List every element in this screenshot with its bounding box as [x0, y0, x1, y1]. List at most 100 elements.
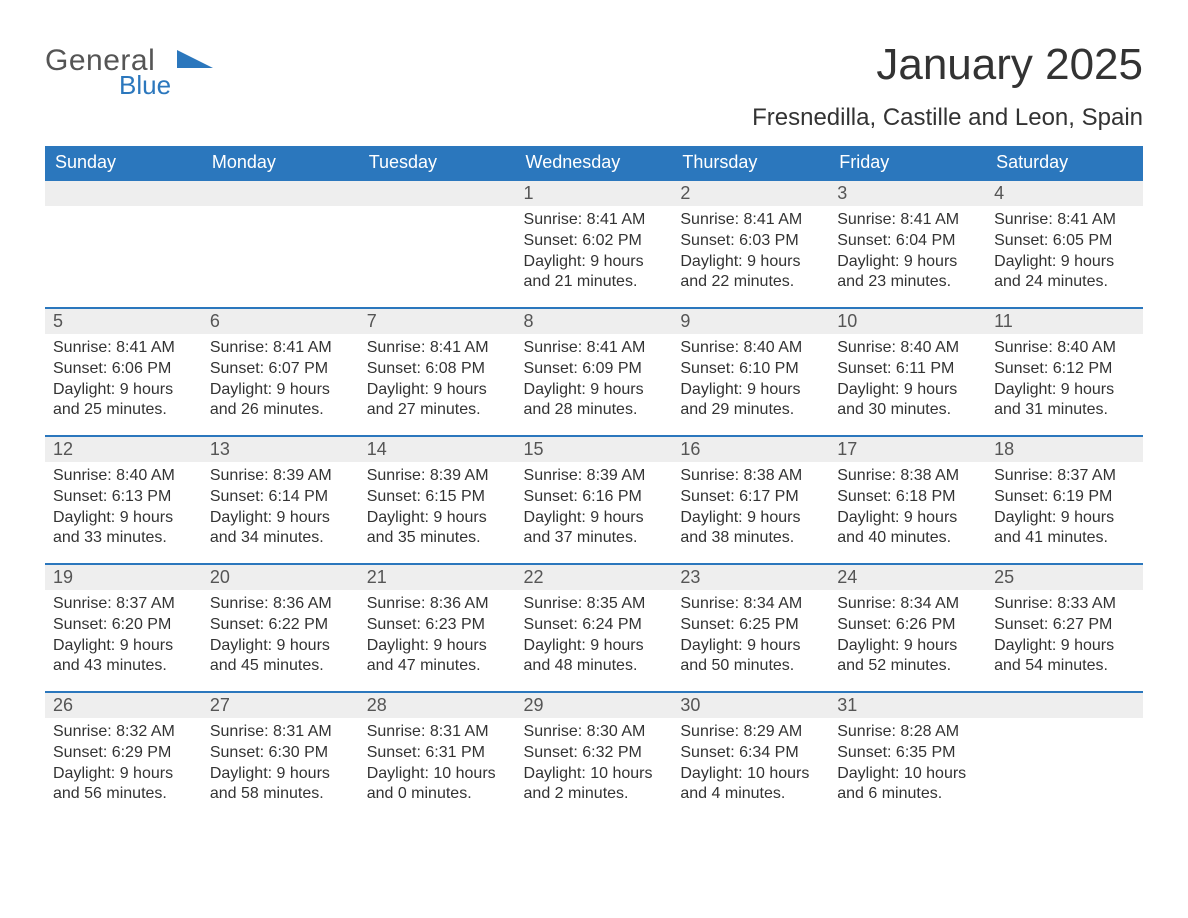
- day-number: 12: [45, 437, 202, 462]
- day-number: 4: [986, 181, 1143, 206]
- sunrise-text: Sunrise: 8:35 AM: [524, 594, 665, 615]
- day-number-empty: [359, 181, 516, 206]
- day-body: Sunrise: 8:41 AMSunset: 6:03 PMDaylight:…: [672, 206, 829, 303]
- day-number: 14: [359, 437, 516, 462]
- weekday-header: Friday: [829, 146, 986, 180]
- daylight-text: Daylight: 9 hours and 40 minutes.: [837, 508, 978, 550]
- calendar-week-row: 5Sunrise: 8:41 AMSunset: 6:06 PMDaylight…: [45, 308, 1143, 436]
- sunset-text: Sunset: 6:07 PM: [210, 359, 351, 380]
- daylight-text: Daylight: 10 hours and 6 minutes.: [837, 764, 978, 806]
- calendar-day-cell: 9Sunrise: 8:40 AMSunset: 6:10 PMDaylight…: [672, 308, 829, 436]
- daylight-text: Daylight: 9 hours and 26 minutes.: [210, 380, 351, 422]
- day-number: 23: [672, 565, 829, 590]
- sunrise-text: Sunrise: 8:41 AM: [680, 210, 821, 231]
- daylight-text: Daylight: 9 hours and 54 minutes.: [994, 636, 1135, 678]
- sunset-text: Sunset: 6:20 PM: [53, 615, 194, 636]
- daylight-text: Daylight: 9 hours and 33 minutes.: [53, 508, 194, 550]
- daylight-text: Daylight: 9 hours and 43 minutes.: [53, 636, 194, 678]
- calendar-table: SundayMondayTuesdayWednesdayThursdayFrid…: [45, 146, 1143, 820]
- daylight-text: Daylight: 9 hours and 28 minutes.: [524, 380, 665, 422]
- calendar-day-cell: 17Sunrise: 8:38 AMSunset: 6:18 PMDayligh…: [829, 436, 986, 564]
- day-number: 7: [359, 309, 516, 334]
- day-number: 2: [672, 181, 829, 206]
- day-body: Sunrise: 8:37 AMSunset: 6:19 PMDaylight:…: [986, 462, 1143, 559]
- calendar-empty-cell: [986, 692, 1143, 820]
- sunset-text: Sunset: 6:18 PM: [837, 487, 978, 508]
- daylight-text: Daylight: 9 hours and 41 minutes.: [994, 508, 1135, 550]
- sunrise-text: Sunrise: 8:28 AM: [837, 722, 978, 743]
- calendar-day-cell: 27Sunrise: 8:31 AMSunset: 6:30 PMDayligh…: [202, 692, 359, 820]
- day-body: Sunrise: 8:41 AMSunset: 6:09 PMDaylight:…: [516, 334, 673, 431]
- title-block: January 2025 Fresnedilla, Castille and L…: [752, 40, 1143, 140]
- day-number-empty: [45, 181, 202, 206]
- sunset-text: Sunset: 6:22 PM: [210, 615, 351, 636]
- day-number: 9: [672, 309, 829, 334]
- day-body: Sunrise: 8:37 AMSunset: 6:20 PMDaylight:…: [45, 590, 202, 687]
- day-number: 13: [202, 437, 359, 462]
- day-body: Sunrise: 8:41 AMSunset: 6:04 PMDaylight:…: [829, 206, 986, 303]
- day-body: Sunrise: 8:41 AMSunset: 6:07 PMDaylight:…: [202, 334, 359, 431]
- calendar-week-row: 19Sunrise: 8:37 AMSunset: 6:20 PMDayligh…: [45, 564, 1143, 692]
- sunrise-text: Sunrise: 8:32 AM: [53, 722, 194, 743]
- sunset-text: Sunset: 6:13 PM: [53, 487, 194, 508]
- day-number: 24: [829, 565, 986, 590]
- daylight-text: Daylight: 9 hours and 38 minutes.: [680, 508, 821, 550]
- weekday-header: Saturday: [986, 146, 1143, 180]
- sunrise-text: Sunrise: 8:41 AM: [524, 210, 665, 231]
- daylight-text: Daylight: 9 hours and 31 minutes.: [994, 380, 1135, 422]
- calendar-week-row: 12Sunrise: 8:40 AMSunset: 6:13 PMDayligh…: [45, 436, 1143, 564]
- calendar-day-cell: 15Sunrise: 8:39 AMSunset: 6:16 PMDayligh…: [516, 436, 673, 564]
- weekday-header: Monday: [202, 146, 359, 180]
- day-body: Sunrise: 8:33 AMSunset: 6:27 PMDaylight:…: [986, 590, 1143, 687]
- day-number: 18: [986, 437, 1143, 462]
- daylight-text: Daylight: 9 hours and 50 minutes.: [680, 636, 821, 678]
- day-body: Sunrise: 8:40 AMSunset: 6:13 PMDaylight:…: [45, 462, 202, 559]
- calendar-day-cell: 28Sunrise: 8:31 AMSunset: 6:31 PMDayligh…: [359, 692, 516, 820]
- day-number: 27: [202, 693, 359, 718]
- daylight-text: Daylight: 9 hours and 25 minutes.: [53, 380, 194, 422]
- sunset-text: Sunset: 6:14 PM: [210, 487, 351, 508]
- sunrise-text: Sunrise: 8:41 AM: [994, 210, 1135, 231]
- sunset-text: Sunset: 6:23 PM: [367, 615, 508, 636]
- day-number: 15: [516, 437, 673, 462]
- calendar-day-cell: 29Sunrise: 8:30 AMSunset: 6:32 PMDayligh…: [516, 692, 673, 820]
- calendar-day-cell: 2Sunrise: 8:41 AMSunset: 6:03 PMDaylight…: [672, 180, 829, 308]
- calendar-day-cell: 12Sunrise: 8:40 AMSunset: 6:13 PMDayligh…: [45, 436, 202, 564]
- daylight-text: Daylight: 9 hours and 37 minutes.: [524, 508, 665, 550]
- calendar-day-cell: 21Sunrise: 8:36 AMSunset: 6:23 PMDayligh…: [359, 564, 516, 692]
- weekday-header: Wednesday: [516, 146, 673, 180]
- weekday-header: Thursday: [672, 146, 829, 180]
- day-number: 29: [516, 693, 673, 718]
- calendar-day-cell: 22Sunrise: 8:35 AMSunset: 6:24 PMDayligh…: [516, 564, 673, 692]
- sunrise-text: Sunrise: 8:30 AM: [524, 722, 665, 743]
- day-body: Sunrise: 8:34 AMSunset: 6:26 PMDaylight:…: [829, 590, 986, 687]
- day-body: Sunrise: 8:32 AMSunset: 6:29 PMDaylight:…: [45, 718, 202, 815]
- day-body: Sunrise: 8:28 AMSunset: 6:35 PMDaylight:…: [829, 718, 986, 815]
- sunrise-text: Sunrise: 8:39 AM: [210, 466, 351, 487]
- day-body: Sunrise: 8:39 AMSunset: 6:14 PMDaylight:…: [202, 462, 359, 559]
- day-body: Sunrise: 8:35 AMSunset: 6:24 PMDaylight:…: [516, 590, 673, 687]
- calendar-day-cell: 8Sunrise: 8:41 AMSunset: 6:09 PMDaylight…: [516, 308, 673, 436]
- calendar-day-cell: 11Sunrise: 8:40 AMSunset: 6:12 PMDayligh…: [986, 308, 1143, 436]
- header: General Blue January 2025 Fresnedilla, C…: [45, 40, 1143, 140]
- daylight-text: Daylight: 10 hours and 4 minutes.: [680, 764, 821, 806]
- sunset-text: Sunset: 6:16 PM: [524, 487, 665, 508]
- day-body: Sunrise: 8:30 AMSunset: 6:32 PMDaylight:…: [516, 718, 673, 815]
- calendar-week-row: 1Sunrise: 8:41 AMSunset: 6:02 PMDaylight…: [45, 180, 1143, 308]
- calendar-day-cell: 23Sunrise: 8:34 AMSunset: 6:25 PMDayligh…: [672, 564, 829, 692]
- sunrise-text: Sunrise: 8:40 AM: [53, 466, 194, 487]
- day-body: Sunrise: 8:41 AMSunset: 6:05 PMDaylight:…: [986, 206, 1143, 303]
- sunrise-text: Sunrise: 8:37 AM: [53, 594, 194, 615]
- logo: General Blue: [45, 40, 213, 98]
- day-body: Sunrise: 8:36 AMSunset: 6:23 PMDaylight:…: [359, 590, 516, 687]
- sunrise-text: Sunrise: 8:40 AM: [680, 338, 821, 359]
- calendar-day-cell: 4Sunrise: 8:41 AMSunset: 6:05 PMDaylight…: [986, 180, 1143, 308]
- calendar-week-row: 26Sunrise: 8:32 AMSunset: 6:29 PMDayligh…: [45, 692, 1143, 820]
- daylight-text: Daylight: 10 hours and 0 minutes.: [367, 764, 508, 806]
- sunrise-text: Sunrise: 8:36 AM: [367, 594, 508, 615]
- day-number: 26: [45, 693, 202, 718]
- weekday-header: Tuesday: [359, 146, 516, 180]
- logo-text: General Blue: [45, 46, 171, 98]
- day-body: Sunrise: 8:40 AMSunset: 6:11 PMDaylight:…: [829, 334, 986, 431]
- daylight-text: Daylight: 9 hours and 30 minutes.: [837, 380, 978, 422]
